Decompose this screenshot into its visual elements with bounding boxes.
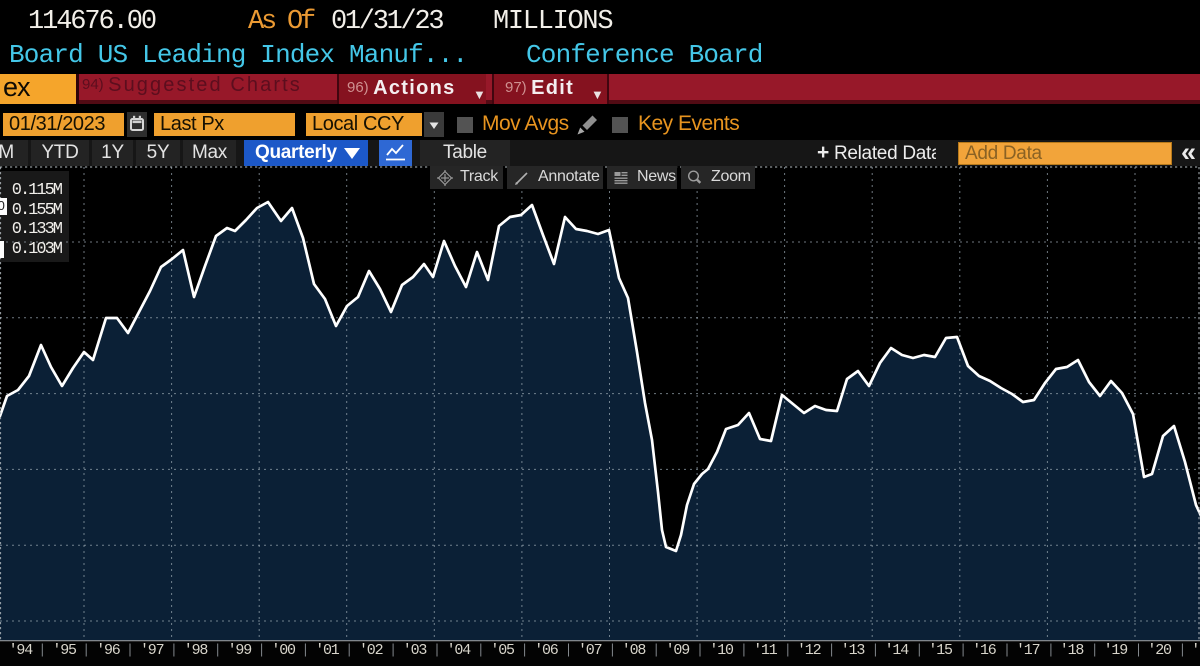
svg-text:'11: '11 <box>753 642 778 659</box>
svg-text:'17: '17 <box>1016 642 1040 659</box>
svg-text:'96: '96 <box>96 642 121 659</box>
svg-text:'95: '95 <box>52 642 77 659</box>
svg-text:'05: '05 <box>490 642 515 659</box>
svg-text:'94: '94 <box>9 642 34 659</box>
svg-text:'03: '03 <box>403 642 428 659</box>
svg-text:'06: '06 <box>534 642 559 659</box>
svg-text:'16: '16 <box>972 642 997 659</box>
svg-text:'12: '12 <box>797 642 821 659</box>
svg-text:'02: '02 <box>359 642 383 659</box>
svg-text:'13: '13 <box>841 642 866 659</box>
svg-text:'21: '21 <box>1191 642 1200 659</box>
svg-text:'97: '97 <box>140 642 164 659</box>
svg-text:'01: '01 <box>315 642 340 659</box>
svg-text:'00: '00 <box>271 642 296 659</box>
svg-text:'15: '15 <box>928 642 953 659</box>
svg-text:'10: '10 <box>709 642 734 659</box>
svg-text:'04: '04 <box>447 642 472 659</box>
svg-text:'19: '19 <box>1104 642 1128 659</box>
svg-text:'18: '18 <box>1060 642 1085 659</box>
svg-text:'14: '14 <box>885 642 910 659</box>
svg-text:'99: '99 <box>228 642 252 659</box>
svg-text:'09: '09 <box>666 642 690 659</box>
svg-text:'98: '98 <box>184 642 209 659</box>
svg-text:'20: '20 <box>1147 642 1172 659</box>
svg-text:'07: '07 <box>578 642 602 659</box>
svg-text:'08: '08 <box>622 642 647 659</box>
